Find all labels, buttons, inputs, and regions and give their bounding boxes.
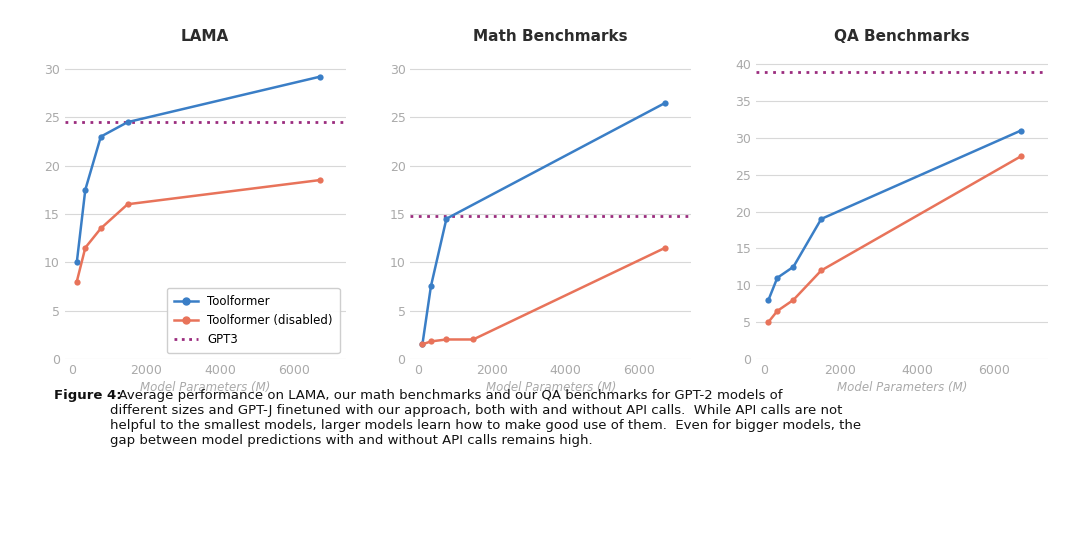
X-axis label: Model Parameters (M): Model Parameters (M) — [837, 381, 967, 394]
Title: QA Benchmarks: QA Benchmarks — [834, 29, 970, 44]
Text: Average performance on LAMA, our math benchmarks and our QA benchmarks for GPT-2: Average performance on LAMA, our math be… — [110, 389, 861, 447]
Legend: Toolformer, Toolformer (disabled), GPT3: Toolformer, Toolformer (disabled), GPT3 — [167, 288, 340, 353]
Title: LAMA: LAMA — [181, 29, 229, 44]
Title: Math Benchmarks: Math Benchmarks — [473, 29, 629, 44]
X-axis label: Model Parameters (M): Model Parameters (M) — [486, 381, 616, 394]
Text: Figure 4:: Figure 4: — [54, 389, 122, 402]
X-axis label: Model Parameters (M): Model Parameters (M) — [140, 381, 270, 394]
